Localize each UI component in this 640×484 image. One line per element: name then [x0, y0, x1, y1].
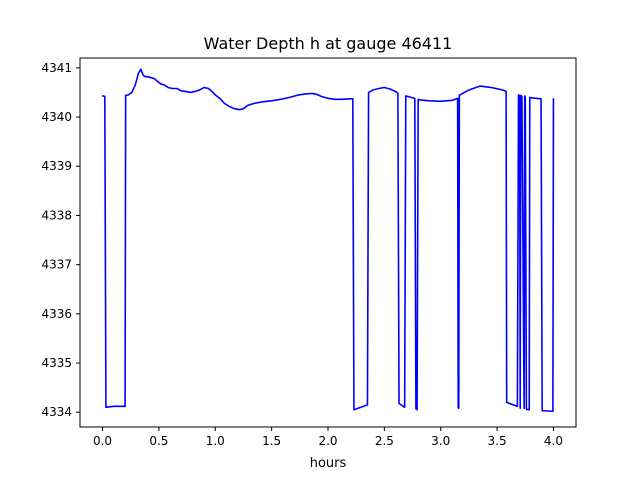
series-line-0	[101, 68, 555, 413]
x-tick-label: 3.5	[488, 434, 507, 448]
x-axis-label: hours	[310, 456, 347, 471]
x-tick-label: 0.0	[93, 434, 112, 448]
x-tick-label: 2.5	[375, 434, 394, 448]
y-axis: 4334 4335 4336 4337 4338 4339 4340 4341	[41, 61, 80, 419]
y-tick-label: 4335	[41, 356, 72, 370]
plot-area	[101, 68, 555, 413]
y-tick-label: 4336	[41, 307, 72, 321]
plot-frame	[79, 57, 577, 428]
y-tick-label: 4341	[41, 61, 72, 75]
x-tick-label: 4.0	[544, 434, 563, 448]
x-tick-label: 0.5	[149, 434, 168, 448]
y-tick-label: 4334	[41, 405, 72, 419]
y-tick-label: 4338	[41, 208, 72, 222]
chart-title: Water Depth h at gauge 46411	[204, 34, 453, 53]
x-tick-label: 3.0	[431, 434, 450, 448]
x-tick-label: 2.0	[318, 434, 337, 448]
x-tick-label: 1.5	[262, 434, 281, 448]
x-tick-label: 1.0	[206, 434, 225, 448]
y-tick-label: 4340	[41, 110, 72, 124]
y-tick-label: 4339	[41, 159, 72, 173]
x-axis: 0.0 0.5 1.0 1.5 2.0 2.5 3.0 3.5 4.0	[93, 427, 563, 448]
y-tick-label: 4337	[41, 258, 72, 272]
